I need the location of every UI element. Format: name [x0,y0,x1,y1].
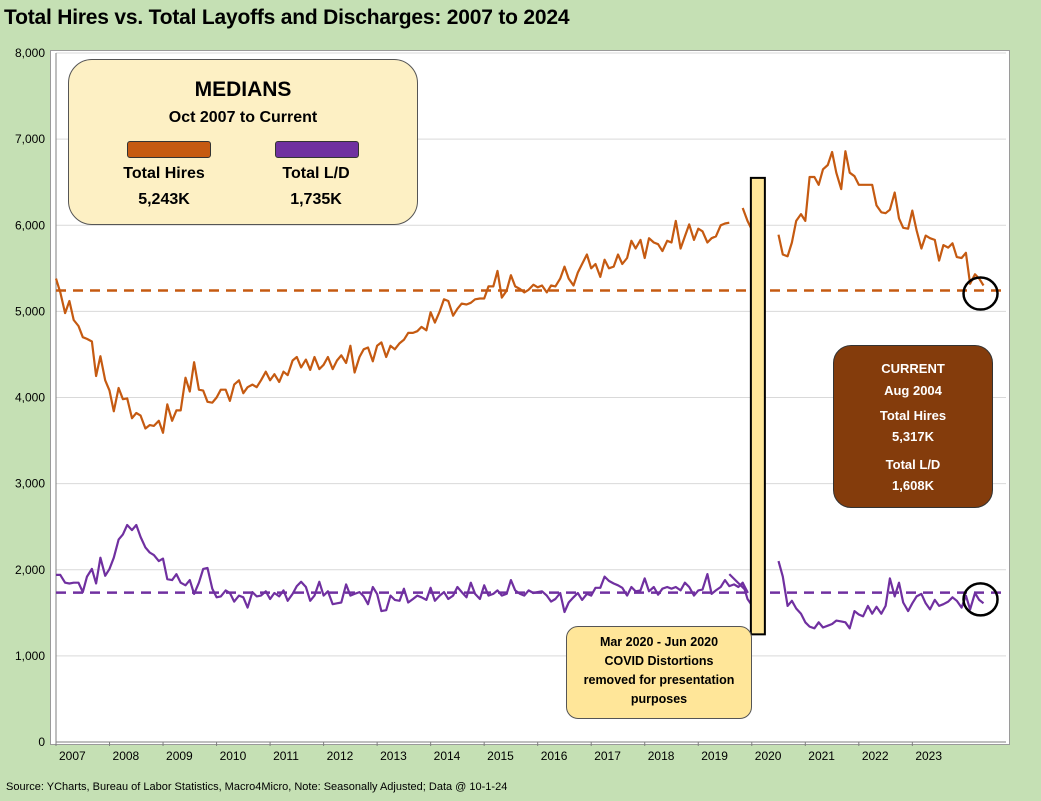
covid-gap-bar [749,176,766,636]
x-tick-label: 2012 [327,749,354,763]
current-date: Aug 2004 [884,383,942,398]
current-ld-marker [962,582,999,617]
median-hires-label: Total Hires [123,165,205,182]
y-tick-label: 5,000 [15,304,45,318]
medians-callout: MEDIANS Oct 2007 to Current Total Hires … [68,59,418,225]
ld-series-line [56,523,749,614]
y-tick-label: 6,000 [15,218,45,232]
x-tick-label: 2008 [113,749,140,763]
current-title: CURRENT [881,361,945,376]
medians-title: MEDIANS [194,78,292,101]
x-tick-label: 2007 [59,749,86,763]
current-callout: CURRENT Aug 2004 Total Hires 5,317K Tota… [833,345,993,508]
y-tick-label: 3,000 [15,477,45,491]
median-hires-value: 5,243K [138,191,190,208]
x-tick-label: 2016 [541,749,568,763]
medians-subtitle: Oct 2007 to Current [168,109,318,126]
x-tick-label: 2009 [166,749,193,763]
x-tick-label: 2023 [915,749,942,763]
x-tick-label: 2015 [487,749,514,763]
y-tick-label: 1,000 [15,649,45,663]
ld-legend-swatch [275,141,359,158]
x-tick-label: 2013 [380,749,407,763]
chart-title: Total Hires vs. Total Layoffs and Discha… [4,6,570,29]
x-tick-label: 2010 [220,749,247,763]
current-hires-label: Total Hires [879,408,947,423]
median-ld-label: Total L/D [282,165,350,182]
covid-note-line3: removed for presentation [583,673,735,687]
current-ld-label: Total L/D [885,457,941,472]
covid-note-line4: purposes [630,692,688,706]
hires-series-line [777,150,985,287]
y-tick-label: 7,000 [15,132,45,146]
current-hires-marker [962,276,999,311]
source-note: Source: YCharts, Bureau of Labor Statist… [6,781,508,793]
current-hires-value: 5,317K [892,429,934,444]
x-tick-label: 2019 [701,749,728,763]
ld-series-line [777,560,985,630]
x-tick-label: 2018 [648,749,675,763]
median-ld-value: 1,735K [290,191,342,208]
y-tick-label: 4,000 [15,391,45,405]
covid-note-line2: COVID Distortions [604,654,714,668]
hires-series-line [54,219,730,434]
x-tick-label: 2017 [594,749,621,763]
covid-note-line1: Mar 2020 - Jun 2020 [599,635,719,649]
x-tick-label: 2014 [434,749,461,763]
x-tick-label: 2020 [755,749,782,763]
y-tick-label: 2,000 [15,563,45,577]
hires-legend-swatch [127,141,211,158]
x-tick-label: 2022 [862,749,889,763]
covid-note: Mar 2020 - Jun 2020 COVID Distortions re… [566,626,752,719]
current-ld-value: 1,608K [892,478,934,493]
x-tick-label: 2021 [808,749,835,763]
y-tick-label: 8,000 [15,46,45,60]
y-tick-label: 0 [38,735,45,749]
x-tick-label: 2011 [273,749,299,763]
